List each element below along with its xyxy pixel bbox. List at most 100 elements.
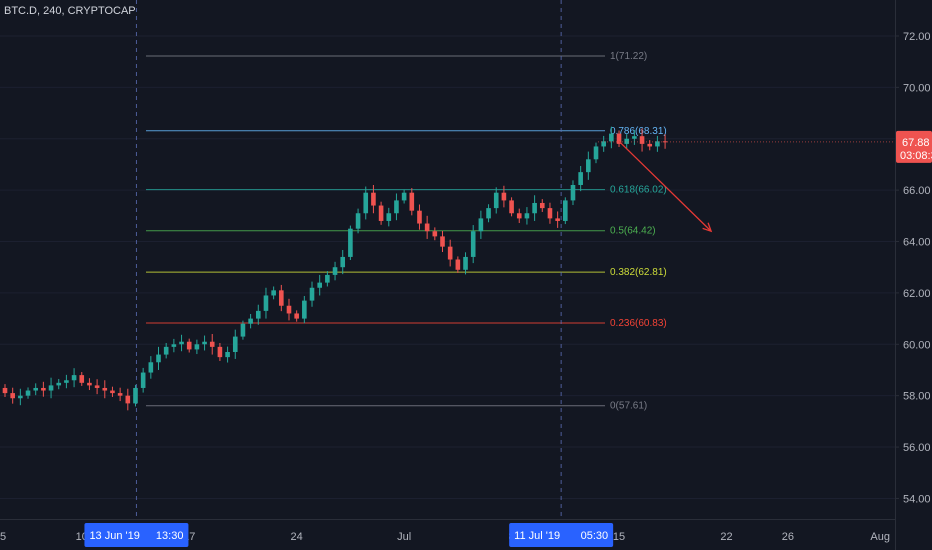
candle-body-83: [609, 133, 614, 142]
candle-body-29: [194, 344, 200, 350]
candle-body-40: [279, 290, 284, 306]
candle-body-15: [87, 382, 92, 386]
y-tick-label-0: 72.00: [903, 31, 931, 43]
candle-body-42: [294, 313, 299, 319]
candle-body-78: [570, 184, 576, 201]
candle-body-39: [271, 290, 276, 296]
fib-level-label-2: 0.618(66.02): [610, 185, 667, 196]
candle-body-90: [662, 141, 668, 143]
crosshair-lines: [135, 0, 562, 519]
fib-level-label-1: 0.786(68.31): [610, 126, 667, 137]
candlestick-series: [2, 126, 668, 411]
candle-body-46: [325, 274, 330, 283]
candle-body-82: [601, 141, 606, 147]
x-tick-label-3: 24: [291, 531, 303, 543]
fib-level-label-3: 0.5(64.42): [610, 226, 656, 237]
candle-body-16: [94, 385, 100, 388]
projection-arrow[interactable]: [618, 140, 713, 233]
date-tag-date-0: 13 Jun '19: [89, 530, 139, 542]
candle-body-31: [209, 341, 215, 347]
date-tag-box-0: [84, 523, 189, 547]
candle-body-45: [317, 282, 322, 288]
candle-body-66: [478, 218, 484, 232]
x-tick-label-9: Aug: [870, 531, 890, 543]
candle-body-60: [432, 231, 438, 237]
fibonacci-retracement[interactable]: 1(71.22) 0.786(68.31) 0.618(66.02) 0.5(64.4…: [146, 51, 667, 412]
candle-body-49: [348, 228, 353, 257]
fib-level-label-0: 1(71.22): [610, 51, 647, 62]
candle-body-56: [401, 192, 407, 201]
candle-body-84: [616, 133, 622, 144]
candle-body-71: [516, 213, 522, 219]
candle-body-80: [586, 159, 591, 173]
candle-body-38: [263, 295, 269, 311]
candle-body-62: [447, 246, 453, 260]
candle-body-65: [470, 231, 476, 257]
candle-body-12: [64, 380, 69, 383]
candle-body-5: [10, 393, 15, 399]
y-tick-label-3: 66.00: [903, 185, 931, 197]
date-tag-time-0: 13:30: [156, 530, 184, 542]
candle-body-59: [424, 223, 430, 232]
y-tick-label-9: 54.00: [903, 493, 931, 505]
y-tick-label-7: 58.00: [903, 391, 931, 403]
fib-level-label-6: 0(57.61): [610, 401, 647, 412]
candle-body-24: [156, 354, 161, 363]
symbol-info: BTC.D, 240, CRYPTOCAP: [4, 5, 136, 17]
fib-level-label-4: 0.382(62.81): [610, 267, 667, 278]
candle-body-54: [386, 213, 392, 221]
candle-body-18: [110, 390, 115, 394]
candle-body-74: [539, 202, 545, 209]
candle-body-73: [532, 202, 537, 214]
candle-body-53: [378, 205, 384, 221]
y-tick-label-5: 62.00: [903, 288, 931, 300]
candle-body-10: [48, 385, 54, 391]
candle-body-34: [232, 336, 238, 352]
price-tag-value: 67.88: [902, 137, 930, 149]
candle-body-19: [117, 393, 123, 396]
x-tick-label-6: 15: [613, 531, 625, 543]
y-tick-label-6: 60.00: [903, 339, 931, 351]
candle-body-20: [125, 395, 131, 404]
candle-body-52: [371, 192, 376, 206]
arrow-head: [702, 222, 713, 233]
candle-body-81: [593, 146, 599, 160]
candle-body-72: [524, 213, 530, 219]
x-tick-label-4: Jul: [397, 531, 411, 543]
candle-body-87: [639, 136, 645, 144]
candle-body-86: [632, 136, 637, 139]
y-tick-label-1: 70.00: [903, 82, 931, 94]
candle-body-67: [486, 208, 491, 219]
candle-body-76: [555, 218, 560, 221]
x-tick-label-7: 22: [720, 531, 732, 543]
candle-body-51: [363, 192, 369, 214]
candle-body-32: [217, 346, 223, 358]
price-tag-countdown: 03:08:3: [900, 150, 932, 162]
candle-body-44: [309, 287, 315, 301]
candle-body-48: [340, 256, 346, 268]
candle-body-77: [563, 200, 568, 221]
candle-body-36: [248, 318, 253, 324]
candle-body-89: [655, 141, 660, 147]
y-tick-label-4: 64.00: [903, 237, 931, 249]
candle-body-55: [394, 200, 399, 214]
candle-body-28: [186, 341, 192, 350]
candle-body-57: [409, 192, 415, 211]
candle-body-23: [148, 362, 154, 373]
candle-body-26: [171, 344, 177, 347]
candle-body-25: [163, 346, 169, 355]
date-tag-date-1: 11 Jul '19: [514, 530, 560, 542]
candle-body-37: [255, 310, 261, 319]
candle-body-30: [202, 341, 207, 345]
candle-body-6: [18, 395, 23, 399]
candle-body-68: [493, 192, 499, 209]
candle-body-9: [41, 387, 46, 391]
candle-body-33: [225, 351, 230, 358]
date-tag-box-1: [509, 523, 614, 547]
candle-body-61: [440, 236, 445, 247]
candle-body-4: [2, 387, 8, 394]
date-tags: 13 Jun '19 13:30 11 Jul '19 05:30: [84, 523, 614, 547]
